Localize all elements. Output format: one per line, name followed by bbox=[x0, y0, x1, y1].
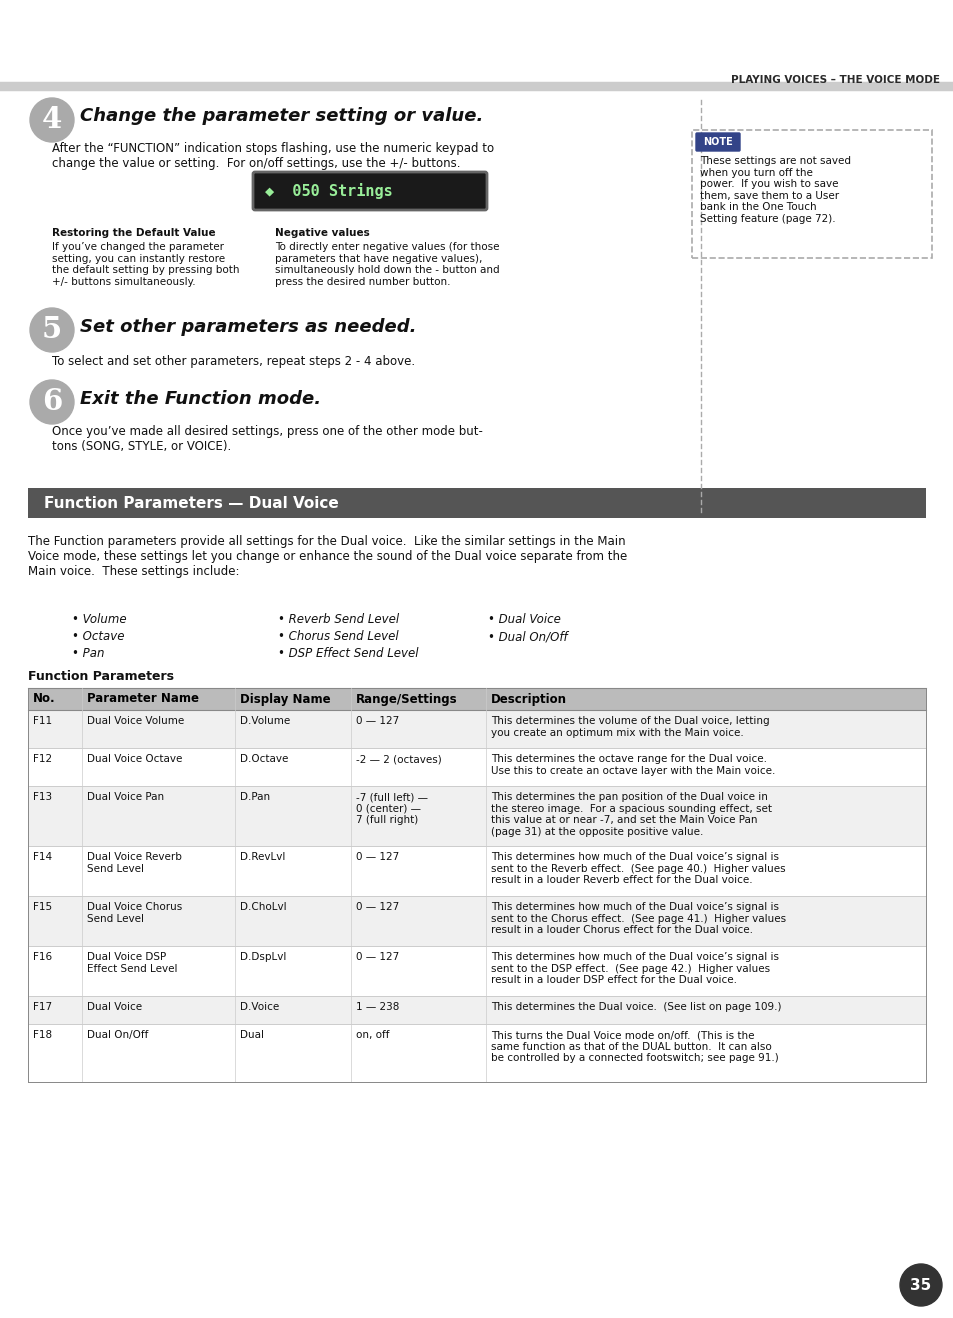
Text: Function Parameters — Dual Voice: Function Parameters — Dual Voice bbox=[44, 496, 338, 510]
Text: D.RevLvl: D.RevLvl bbox=[239, 851, 285, 862]
Text: Change the parameter setting or value.: Change the parameter setting or value. bbox=[80, 107, 483, 125]
Text: Display Name: Display Name bbox=[239, 692, 330, 705]
Text: Function Parameters: Function Parameters bbox=[28, 670, 173, 683]
Text: This determines the volume of the Dual voice, letting
you create an optimum mix : This determines the volume of the Dual v… bbox=[491, 716, 769, 738]
Text: No.: No. bbox=[33, 692, 55, 705]
Text: • Dual Voice: • Dual Voice bbox=[488, 613, 560, 626]
Text: This determines how much of the Dual voice’s signal is
sent to the DSP effect.  : This determines how much of the Dual voi… bbox=[491, 952, 779, 985]
Text: Once you’ve made all desired settings, press one of the other mode but-
tons (SO: Once you’ve made all desired settings, p… bbox=[52, 424, 482, 453]
Text: -2 — 2 (octaves): -2 — 2 (octaves) bbox=[355, 754, 441, 764]
Text: Exit the Function mode.: Exit the Function mode. bbox=[80, 390, 321, 409]
Text: D.DspLvl: D.DspLvl bbox=[239, 952, 286, 962]
Text: Dual Voice Volume: Dual Voice Volume bbox=[87, 716, 184, 726]
Text: F11: F11 bbox=[33, 716, 52, 726]
Text: • Volume: • Volume bbox=[71, 613, 127, 626]
Text: Dual Voice Chorus
Send Level: Dual Voice Chorus Send Level bbox=[87, 902, 182, 924]
Text: on, off: on, off bbox=[355, 1029, 390, 1040]
FancyBboxPatch shape bbox=[691, 130, 931, 258]
Circle shape bbox=[899, 1264, 941, 1306]
FancyBboxPatch shape bbox=[28, 1024, 925, 1082]
Text: D.Octave: D.Octave bbox=[239, 754, 288, 764]
Text: This determines how much of the Dual voice’s signal is
sent to the Chorus effect: This determines how much of the Dual voi… bbox=[491, 902, 785, 936]
Text: Dual Voice Pan: Dual Voice Pan bbox=[87, 792, 164, 801]
Text: F13: F13 bbox=[33, 792, 52, 801]
FancyBboxPatch shape bbox=[28, 846, 925, 896]
Text: • Reverb Send Level: • Reverb Send Level bbox=[277, 613, 398, 626]
Text: These settings are not saved
when you turn off the
power.  If you wish to save
t: These settings are not saved when you tu… bbox=[700, 156, 850, 224]
Text: • DSP Effect Send Level: • DSP Effect Send Level bbox=[277, 647, 418, 660]
Text: F12: F12 bbox=[33, 754, 52, 764]
Text: • Chorus Send Level: • Chorus Send Level bbox=[277, 630, 398, 643]
Text: 0 — 127: 0 — 127 bbox=[355, 952, 399, 962]
Text: The Function parameters provide all settings for the Dual voice.  Like the simil: The Function parameters provide all sett… bbox=[28, 535, 626, 579]
Text: F14: F14 bbox=[33, 851, 52, 862]
Text: 6: 6 bbox=[42, 387, 62, 416]
Text: Range/Settings: Range/Settings bbox=[355, 692, 457, 705]
Text: ◆  050 Strings: ◆ 050 Strings bbox=[265, 183, 393, 199]
FancyBboxPatch shape bbox=[696, 133, 740, 152]
FancyBboxPatch shape bbox=[28, 688, 925, 710]
FancyBboxPatch shape bbox=[28, 749, 925, 786]
Text: F17: F17 bbox=[33, 1002, 52, 1012]
Circle shape bbox=[30, 380, 74, 424]
Text: Set other parameters as needed.: Set other parameters as needed. bbox=[80, 318, 416, 336]
Text: This determines how much of the Dual voice’s signal is
sent to the Reverb effect: This determines how much of the Dual voi… bbox=[491, 851, 784, 886]
Text: D.Voice: D.Voice bbox=[239, 1002, 278, 1012]
Text: If you’ve changed the parameter
setting, you can instantly restore
the default s: If you’ve changed the parameter setting,… bbox=[52, 243, 239, 287]
Text: • Pan: • Pan bbox=[71, 647, 105, 660]
Text: Restoring the Default Value: Restoring the Default Value bbox=[52, 228, 215, 239]
Text: 0 — 127: 0 — 127 bbox=[355, 716, 399, 726]
Text: Negative values: Negative values bbox=[274, 228, 370, 239]
Text: Dual Voice Reverb
Send Level: Dual Voice Reverb Send Level bbox=[87, 851, 182, 874]
FancyBboxPatch shape bbox=[28, 896, 925, 946]
Text: This determines the octave range for the Dual voice.
Use this to create an octav: This determines the octave range for the… bbox=[491, 754, 775, 775]
Text: D.Pan: D.Pan bbox=[239, 792, 270, 801]
Text: 0 — 127: 0 — 127 bbox=[355, 851, 399, 862]
Text: This determines the Dual voice.  (See list on page 109.): This determines the Dual voice. (See lis… bbox=[491, 1002, 781, 1012]
FancyBboxPatch shape bbox=[28, 996, 925, 1024]
FancyBboxPatch shape bbox=[28, 488, 925, 518]
Text: F15: F15 bbox=[33, 902, 52, 912]
Text: Parameter Name: Parameter Name bbox=[87, 692, 198, 705]
Text: Dual On/Off: Dual On/Off bbox=[87, 1029, 148, 1040]
Text: This determines the pan position of the Dual voice in
the stereo image.  For a s: This determines the pan position of the … bbox=[491, 792, 771, 837]
Text: Dual Voice Octave: Dual Voice Octave bbox=[87, 754, 182, 764]
Text: PLAYING VOICES – THE VOICE MODE: PLAYING VOICES – THE VOICE MODE bbox=[730, 75, 939, 84]
Circle shape bbox=[30, 98, 74, 142]
Circle shape bbox=[30, 308, 74, 352]
Text: Dual Voice DSP
Effect Send Level: Dual Voice DSP Effect Send Level bbox=[87, 952, 177, 974]
FancyBboxPatch shape bbox=[28, 946, 925, 996]
Text: This turns the Dual Voice mode on/off.  (This is the
same function as that of th: This turns the Dual Voice mode on/off. (… bbox=[491, 1029, 778, 1064]
Text: NOTE: NOTE bbox=[702, 137, 732, 148]
Text: 0 — 127: 0 — 127 bbox=[355, 902, 399, 912]
FancyBboxPatch shape bbox=[253, 173, 486, 210]
Text: • Octave: • Octave bbox=[71, 630, 125, 643]
Text: Dual Voice: Dual Voice bbox=[87, 1002, 142, 1012]
FancyBboxPatch shape bbox=[28, 786, 925, 846]
Text: F18: F18 bbox=[33, 1029, 52, 1040]
Text: Dual: Dual bbox=[239, 1029, 263, 1040]
Text: To directly enter negative values (for those
parameters that have negative value: To directly enter negative values (for t… bbox=[274, 243, 499, 287]
Text: 4: 4 bbox=[42, 105, 62, 134]
Text: 5: 5 bbox=[42, 315, 62, 344]
Text: 35: 35 bbox=[909, 1277, 931, 1293]
Text: To select and set other parameters, repeat steps 2 - 4 above.: To select and set other parameters, repe… bbox=[52, 355, 415, 368]
Text: Description: Description bbox=[491, 692, 566, 705]
Text: D.ChoLvl: D.ChoLvl bbox=[239, 902, 286, 912]
Text: • Dual On/Off: • Dual On/Off bbox=[488, 630, 567, 643]
Text: D.Volume: D.Volume bbox=[239, 716, 290, 726]
Text: -7 (full left) —
0 (center) —
7 (full right): -7 (full left) — 0 (center) — 7 (full ri… bbox=[355, 792, 428, 825]
FancyBboxPatch shape bbox=[28, 710, 925, 749]
Text: 1 — 238: 1 — 238 bbox=[355, 1002, 399, 1012]
Text: After the “FUNCTION” indication stops flashing, use the numeric keypad to
change: After the “FUNCTION” indication stops fl… bbox=[52, 142, 494, 170]
Text: F16: F16 bbox=[33, 952, 52, 962]
